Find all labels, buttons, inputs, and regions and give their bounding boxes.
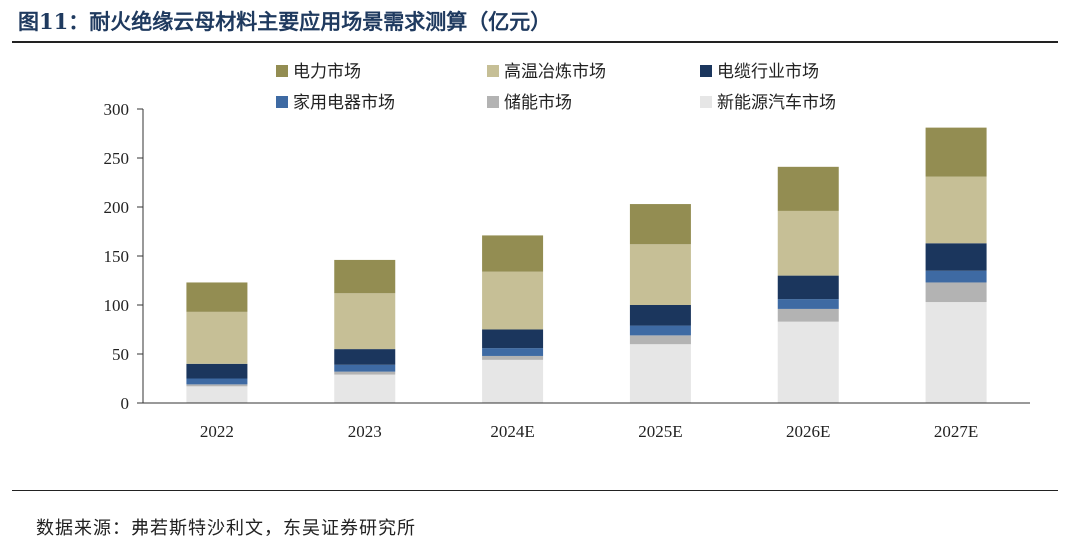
- bar-segment: [334, 374, 396, 403]
- bar-segment: [334, 371, 396, 375]
- bar-segment: [925, 243, 987, 271]
- x-tick-label: 2027E: [934, 422, 978, 441]
- bar-segment: [334, 293, 396, 350]
- top-rule: [12, 41, 1058, 43]
- x-tick-label: 2026E: [786, 422, 830, 441]
- y-tick-label: 200: [104, 198, 130, 217]
- bars: [186, 127, 987, 403]
- legend-label: 储能市场: [504, 93, 572, 113]
- legend-label: 电力市场: [293, 62, 361, 82]
- bar-segment: [925, 127, 987, 177]
- legend-swatch: [700, 96, 712, 108]
- y-axis: 0 50 100 150 200 250 300: [104, 100, 144, 413]
- bar-segment: [629, 204, 691, 245]
- legend-label: 高温冶炼市场: [504, 62, 606, 82]
- y-tick-label: 300: [104, 100, 130, 119]
- bar-segment: [186, 363, 248, 379]
- bar-segment: [186, 378, 248, 385]
- figure-title: 图11：耐火绝缘云母材料主要应用场景需求测算（亿元）: [18, 9, 552, 34]
- bar-segment: [777, 210, 839, 276]
- x-tick-label: 2023: [348, 422, 382, 441]
- y-tick-label: 150: [104, 247, 130, 266]
- bar-segment: [186, 386, 248, 403]
- source-note: 数据来源：弗若斯特沙利文，东吴证券研究所: [36, 518, 416, 539]
- bar-segment: [186, 384, 248, 387]
- bar-segment: [629, 244, 691, 305]
- legend-swatch: [487, 96, 499, 108]
- bar-segment: [629, 305, 691, 326]
- bar-segment: [186, 311, 248, 364]
- y-tick-label: 250: [104, 149, 130, 168]
- legend-label: 电缆行业市场: [717, 62, 819, 82]
- bar-segment: [925, 282, 987, 303]
- legend-swatch: [700, 65, 712, 77]
- bar-segment: [777, 275, 839, 300]
- bar-segment: [777, 321, 839, 403]
- legend-label: 新能源汽车市场: [717, 93, 836, 113]
- y-tick-label: 50: [112, 345, 129, 364]
- bar-segment: [334, 364, 396, 372]
- bar-segment: [777, 299, 839, 309]
- bar-segment: [925, 270, 987, 283]
- legend-label: 家用电器市场: [293, 93, 395, 113]
- bar-segment: [482, 329, 544, 349]
- bar-segment: [334, 259, 396, 294]
- legend-swatch: [487, 65, 499, 77]
- bar-segment: [186, 282, 248, 312]
- bar-segment: [925, 176, 987, 244]
- y-tick-label: 100: [104, 296, 130, 315]
- bar-segment: [482, 235, 544, 272]
- bar-segment: [777, 308, 839, 322]
- legend-swatch: [276, 96, 288, 108]
- legend-swatch: [276, 65, 288, 77]
- y-tick-label: 0: [121, 394, 130, 413]
- bar-segment: [629, 325, 691, 336]
- bar-segment: [334, 349, 396, 365]
- bar-segment: [482, 355, 544, 360]
- x-tick-label: 2025E: [638, 422, 682, 441]
- bar-segment: [482, 271, 544, 330]
- x-tick-label: 2022: [200, 422, 234, 441]
- bar-segment: [629, 344, 691, 403]
- bar-segment: [629, 335, 691, 345]
- bottom-rule: [12, 490, 1058, 491]
- bar-segment: [482, 348, 544, 356]
- bar-segment: [482, 359, 544, 403]
- x-axis: 2022 2023 2024E 2025E 2026E 2027E: [143, 402, 1030, 441]
- bar-segment: [777, 166, 839, 211]
- x-tick-label: 2024E: [490, 422, 534, 441]
- bar-segment: [925, 302, 987, 403]
